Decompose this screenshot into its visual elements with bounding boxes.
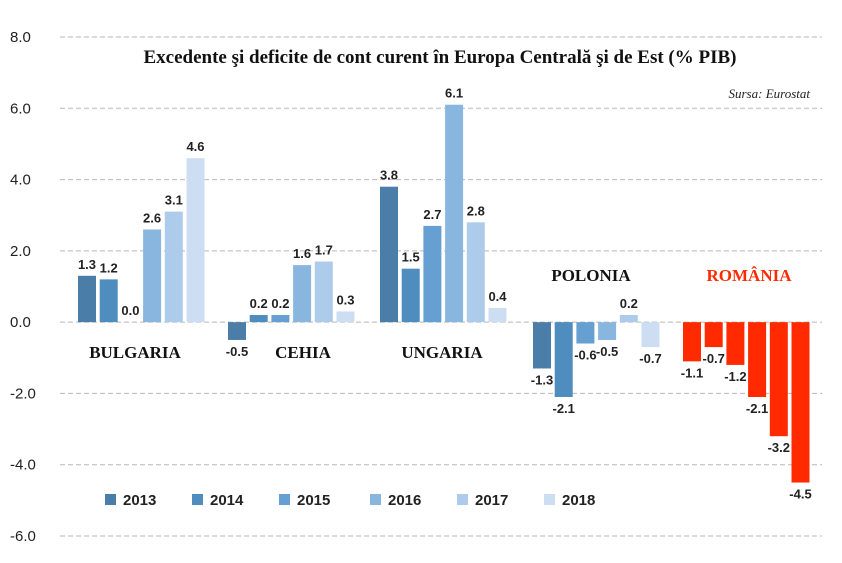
- data-label: 3.1: [165, 193, 183, 208]
- bar-românia-2018: [791, 322, 810, 483]
- data-label: -0.5: [596, 344, 618, 359]
- data-label: 0.2: [250, 296, 268, 311]
- legend-label: 2014: [210, 492, 244, 509]
- data-label: -2.1: [552, 401, 574, 416]
- data-label: 1.3: [78, 257, 96, 272]
- y-tick-label: -4.0: [10, 457, 36, 474]
- bar-ungaria-2015: [423, 225, 442, 323]
- bar-cehia-2014: [249, 315, 268, 323]
- data-label: 0.2: [620, 296, 638, 311]
- data-label: -1.2: [724, 369, 746, 384]
- bar-polonia-2015: [576, 322, 595, 344]
- bar-polonia-2018: [641, 322, 660, 348]
- legend-label: 2016: [388, 492, 421, 509]
- bar-cehia-2013: [228, 322, 246, 340]
- legend-swatch: [279, 494, 290, 505]
- y-tick-label: 2.0: [10, 243, 31, 260]
- legend-label: 2013: [123, 492, 156, 509]
- bars: [78, 104, 810, 483]
- chart-source: Sursa: Eurostat: [729, 86, 811, 101]
- bar-bulgaria-2016: [143, 229, 162, 323]
- bar-românia-2014: [704, 322, 723, 348]
- bar-cehia-2015: [271, 315, 290, 323]
- bar-românia-2015: [726, 322, 745, 365]
- data-label: -1.1: [681, 365, 703, 380]
- chart-title: Excedente şi deficite de cont curent în …: [143, 47, 736, 68]
- bar-bulgaria-2017: [164, 211, 183, 323]
- legend: 2013 2014 2015 2016 2017 2018: [105, 492, 595, 509]
- y-tick-label: -2.0: [10, 385, 36, 402]
- y-tick-label: -6.0: [10, 528, 36, 545]
- y-tick-label: 4.0: [10, 172, 31, 189]
- data-label: 2.7: [423, 207, 441, 222]
- country-labels: BULGARIA CEHIA UNGARIA POLONIA ROMÂNIA: [89, 266, 792, 362]
- country-label: UNGARIA: [401, 343, 483, 362]
- data-label: -3.2: [768, 440, 790, 455]
- bar-bulgaria-2018: [186, 158, 205, 323]
- bar-cehia-2018: [336, 311, 355, 323]
- bar-cehia-2017: [314, 261, 333, 323]
- data-label: 2.6: [143, 210, 161, 225]
- bar-cehia-2016: [293, 265, 312, 323]
- legend-swatch: [192, 494, 203, 505]
- y-tick-label: 6.0: [10, 100, 31, 117]
- legend-swatch: [544, 494, 555, 505]
- legend-swatch: [370, 494, 381, 505]
- bar-polonia-2014: [554, 322, 573, 397]
- country-label: ROMÂNIA: [707, 266, 793, 285]
- bar-bulgaria-2013: [78, 275, 96, 323]
- data-label: 1.2: [100, 260, 118, 275]
- bar-românia-2013: [683, 322, 701, 362]
- country-label: CEHIA: [275, 343, 331, 362]
- data-label: 1.6: [293, 246, 311, 261]
- data-label: 1.7: [315, 243, 333, 258]
- data-label: -0.6: [574, 348, 596, 363]
- bar-ungaria-2013: [380, 186, 398, 323]
- bar-ungaria-2016: [445, 104, 464, 323]
- bar-ungaria-2014: [401, 268, 420, 323]
- bar-bulgaria-2014: [99, 279, 118, 323]
- bar-românia-2017: [769, 322, 788, 437]
- data-label: -0.7: [639, 351, 661, 366]
- legend-label: 2015: [297, 492, 330, 509]
- data-label: 0.3: [336, 292, 354, 307]
- legend-label: 2018: [562, 492, 595, 509]
- data-label: -0.7: [702, 351, 724, 366]
- bar-polonia-2017: [619, 315, 638, 323]
- data-label: -2.1: [746, 401, 768, 416]
- data-label: 4.6: [186, 139, 204, 154]
- data-label: 1.5: [402, 250, 420, 265]
- data-label: 0.2: [271, 296, 289, 311]
- data-label: -1.3: [531, 372, 553, 387]
- legend-swatch: [457, 494, 468, 505]
- bar-polonia-2016: [598, 322, 617, 340]
- legend-swatch: [105, 494, 116, 505]
- bar-ungaria-2017: [466, 222, 485, 323]
- y-axis-ticks: 8.0 6.0 4.0 2.0 0.0 -2.0 -4.0 -6.0: [10, 29, 36, 545]
- bar-românia-2016: [748, 322, 767, 397]
- legend-label: 2017: [475, 492, 508, 509]
- data-label: 0.4: [488, 289, 507, 304]
- country-label: BULGARIA: [89, 343, 181, 362]
- data-label: 6.1: [445, 86, 463, 101]
- bar-polonia-2013: [533, 322, 551, 369]
- data-label: -4.5: [789, 487, 811, 502]
- data-label: -0.5: [226, 344, 248, 359]
- country-label: POLONIA: [551, 266, 631, 285]
- data-labels: 1.3 1.20.02.63.14.6-0.50.2 0.21.6 1.70.33.8…: [78, 86, 812, 502]
- y-tick-label: 8.0: [10, 29, 31, 46]
- data-label: 2.8: [467, 203, 485, 218]
- y-tick-label: 0.0: [10, 314, 31, 331]
- bar-ungaria-2018: [488, 307, 507, 323]
- data-label: 3.8: [380, 168, 398, 183]
- data-label: 0.0: [121, 303, 139, 318]
